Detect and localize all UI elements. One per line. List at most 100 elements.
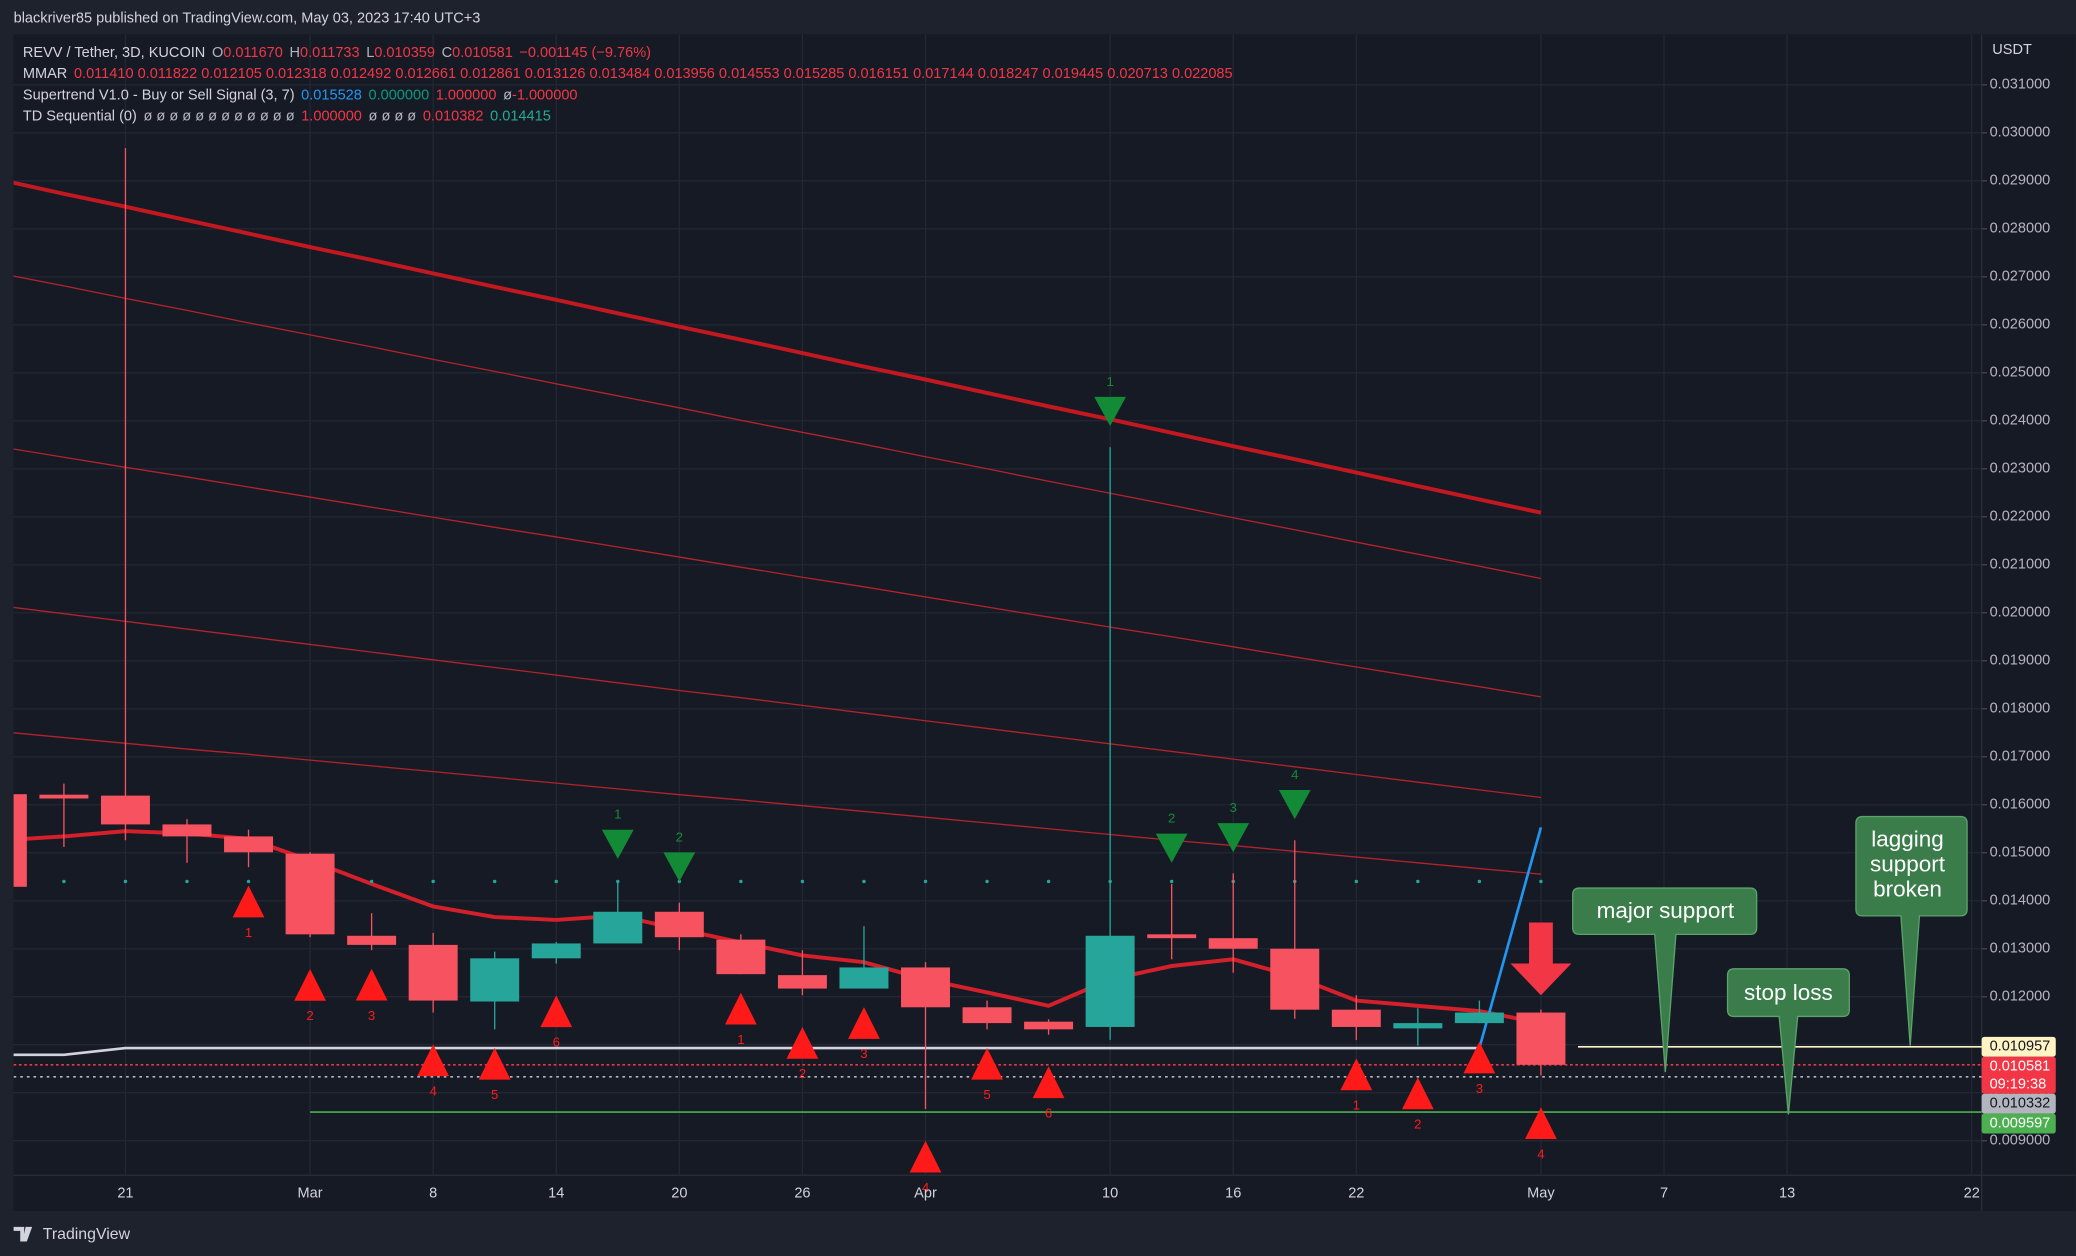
y-tick-label: 0.016000: [1990, 797, 2051, 813]
callout-text: major support: [1597, 898, 1735, 923]
legend-item: 0.011733: [300, 45, 360, 61]
candle-body: [1516, 1012, 1566, 1065]
td-buy-count: 4: [922, 1180, 929, 1195]
indicator-line: [13, 1046, 1480, 1057]
signal-dot: [739, 879, 743, 884]
y-tick-label: 0.027000: [1990, 269, 2051, 285]
td-sell-marker: [1278, 789, 1311, 820]
td-sell-marker: [663, 852, 696, 882]
footer: TradingView: [13, 1226, 131, 1243]
signal-dot: [1416, 879, 1420, 884]
y-tick-label: 0.022000: [1990, 509, 2051, 525]
candle-body: [1024, 1021, 1074, 1030]
legend-item: ø ø ø ø ø ø ø ø ø ø ø ø: [144, 108, 295, 124]
candle-body: [1208, 938, 1258, 949]
signal-dot: [1354, 879, 1359, 884]
td-buy-marker: [232, 885, 265, 918]
td-buy-count: 6: [1045, 1106, 1052, 1121]
td-buy-marker: [1032, 1066, 1065, 1099]
callout-major-support: major support: [1572, 887, 1758, 1073]
y-tick-label: 0.026000: [1990, 317, 2051, 333]
td-buy-count: 5: [983, 1087, 990, 1102]
td-sell-count: 2: [676, 829, 683, 844]
legend-item: 0.010382: [423, 108, 484, 124]
y-tick-label: 0.029000: [1990, 173, 2051, 189]
legend-item: 0.015528: [301, 87, 362, 103]
y-tick-label: 0.019000: [1990, 653, 2051, 669]
legend-item: MMAR: [23, 66, 67, 82]
signal-dot: [862, 879, 866, 884]
legend-line: TD Sequential (0) ø ø ø ø ø ø ø ø ø ø ø ø…: [23, 108, 551, 124]
candle-body: [1393, 1023, 1443, 1029]
y-tick-label: 0.014000: [1990, 893, 2051, 909]
y-tick-label: 0.020000: [1990, 605, 2051, 621]
x-tick-label: Apr: [914, 1186, 937, 1202]
signal-dot: [123, 879, 128, 884]
td-buy-count: 1: [245, 925, 252, 940]
td-buy-count: 5: [491, 1087, 498, 1102]
td-buy-count: 3: [368, 1008, 375, 1023]
candle-body: [1454, 1012, 1504, 1024]
legend-item: Supertrend V1.0 - Buy or Sell Signal (3,…: [23, 87, 295, 103]
td-buy-marker: [294, 968, 326, 1001]
td-buy-count: 1: [737, 1032, 744, 1047]
x-tick-label: 14: [548, 1186, 564, 1202]
legend-item: 0.010359: [374, 45, 435, 61]
callout-shape: [1855, 815, 1968, 1046]
down-arrow: [1510, 922, 1572, 996]
td-sell-count: 2: [1168, 811, 1175, 826]
td-buy-marker: [909, 1140, 942, 1173]
td-buy-marker: [848, 1007, 880, 1039]
callout-text: lagging: [1871, 826, 1944, 851]
signal-dot: [1046, 879, 1051, 884]
td-buy-count: 2: [306, 1008, 313, 1023]
candle-body: [777, 975, 827, 989]
y-tick-label: 0.025000: [1990, 365, 2051, 381]
brand-logo: [13, 1226, 33, 1242]
x-tick-label: 8: [429, 1186, 437, 1202]
candle-body: [654, 911, 704, 938]
candle-body: [1270, 948, 1320, 1010]
x-tick-label: 10: [1102, 1186, 1118, 1202]
legend-item: 1.000000: [301, 108, 362, 124]
legend-item: C: [442, 45, 453, 61]
td-buy-marker: [540, 995, 573, 1028]
candle-body: [100, 795, 150, 825]
y-tick-label: 0.018000: [1990, 701, 2051, 717]
callout-shape: [1572, 887, 1758, 1073]
td-sell-marker: [1094, 396, 1127, 426]
candle-body: [1085, 935, 1135, 1027]
callout-text: support: [1870, 852, 1946, 877]
signal-dot: [1477, 879, 1482, 884]
y-tick-label: 0.030000: [1990, 125, 2051, 141]
price-label-box: [1981, 1113, 2056, 1134]
legend-item: 0.010581: [452, 45, 513, 61]
price-label: 0.010581: [1990, 1058, 2051, 1074]
candle-body: [1147, 934, 1197, 939]
x-tick-label: 21: [117, 1186, 133, 1202]
x-tick-label: 7: [1660, 1186, 1668, 1202]
indicator-line: [13, 180, 1542, 515]
y-tick-label: 0.009000: [1990, 1133, 2051, 1149]
legend-item: -1.000000: [512, 87, 578, 103]
signal-dot: [246, 879, 251, 884]
y-tick-label: 0.023000: [1990, 461, 2051, 477]
price-label: 0.010957: [1990, 1039, 2051, 1055]
candle-body: [839, 967, 889, 989]
signal-dot: [62, 879, 66, 884]
indicator-line: [13, 732, 1541, 875]
x-tick-label: May: [1527, 1186, 1555, 1202]
x-tick-label: 20: [671, 1186, 687, 1202]
legend-item: ø: [503, 87, 512, 103]
callout-text: broken: [1873, 877, 1942, 902]
overlay: 1 2 3 4 5 6 1 2 3 4 5 6 1 2 3 4 1 2 1 2 3 4: [232, 374, 1572, 1195]
td-buy-marker: [1525, 1107, 1557, 1140]
plot-area: [13, 148, 1982, 1113]
td-buy-count: 4: [429, 1083, 436, 1098]
td-buy-marker: [417, 1044, 450, 1077]
brand-name: TradingView: [43, 1226, 131, 1243]
signal-dot: [369, 879, 374, 884]
signal-dot: [985, 879, 989, 884]
chart-panel: [13, 34, 2076, 1212]
